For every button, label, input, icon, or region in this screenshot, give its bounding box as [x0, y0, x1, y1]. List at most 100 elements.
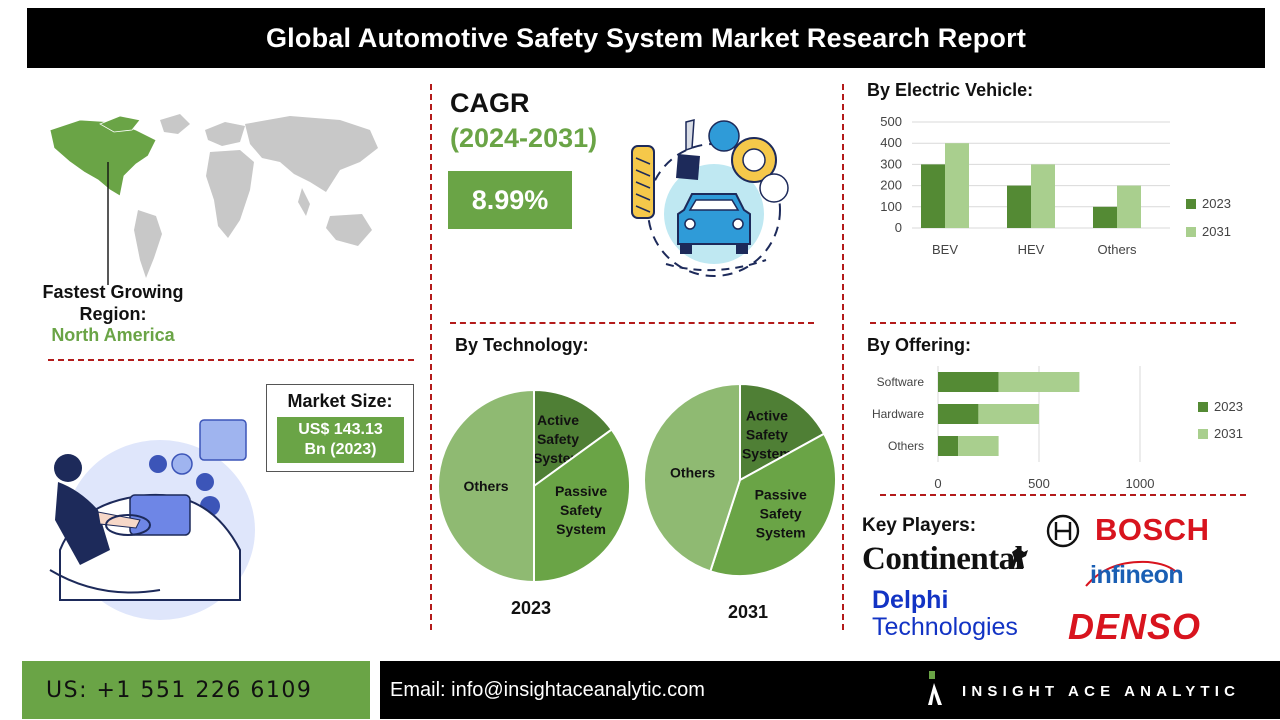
brand-name: INSIGHT ACE ANALYTIC — [962, 683, 1241, 700]
divider — [450, 322, 814, 324]
contact-email[interactable]: Email: info@insightaceanalytic.com — [390, 679, 705, 701]
pie-label: System — [756, 525, 806, 541]
legend-label: 2023 — [1202, 196, 1231, 211]
infineon-swoosh-icon — [1085, 560, 1177, 587]
pie-label: Safety — [560, 502, 602, 518]
infineon-logo: infineon — [1090, 561, 1184, 589]
footer-phone[interactable]: US: +1 551 226 6109 — [22, 661, 370, 719]
pie-2023-year: 2023 — [511, 598, 552, 618]
legend-swatch — [1198, 428, 1208, 439]
pie-label: Others — [670, 464, 715, 480]
legend-label: 2023 — [1214, 399, 1243, 414]
ev-section-title: By Electric Vehicle: — [867, 80, 1034, 100]
bar-2031 — [978, 404, 1039, 424]
bar-2031 — [1031, 164, 1055, 228]
technology-section-title: By Technology: — [455, 335, 589, 355]
offering-section-title: By Offering: — [867, 335, 972, 355]
pie-label: Safety — [537, 431, 579, 447]
legend-label: 2031 — [1214, 426, 1243, 441]
offering-legend-2031: 2031 — [1198, 426, 1243, 441]
world-map — [49, 114, 378, 285]
pie-label: Others — [463, 478, 508, 494]
key-players-title: Key Players: — [862, 515, 977, 536]
technology-pie-2031: ActiveSafetySystemPassiveSafetySystemOth… — [643, 382, 837, 577]
market-size-title: Market Size: — [287, 391, 393, 411]
x-tick-label: 500 — [1028, 476, 1050, 491]
x-tick-label: HEV — [1018, 242, 1045, 257]
bosch-logo: BOSCH — [1095, 512, 1210, 547]
pie-2031-year: 2031 — [728, 602, 769, 622]
pie-label: Active — [537, 412, 579, 428]
legend-label: 2031 — [1202, 224, 1231, 239]
y-tick-label: 100 — [880, 199, 902, 214]
cagr-years: (2024-2031) — [450, 123, 598, 153]
region-value: North America — [51, 325, 175, 345]
bar-2031 — [998, 372, 1080, 392]
safety-car-illustration — [631, 119, 789, 277]
bar-2023 — [938, 372, 999, 392]
market-size-card: Market Size: US$ 143.13 Bn (2023) — [266, 384, 414, 472]
y-tick-label: Software — [877, 375, 925, 389]
cagr-value: 8.99% — [448, 171, 572, 229]
legend-swatch — [1186, 226, 1196, 237]
x-tick-label: 0 — [934, 476, 941, 491]
bar-2023 — [921, 164, 945, 228]
y-tick-label: 400 — [880, 135, 902, 150]
pie-label: Active — [746, 408, 788, 424]
ev-legend-2023: 2023 — [1186, 196, 1231, 211]
bar-2031 — [1117, 185, 1141, 228]
bar-2031 — [958, 436, 999, 456]
pie-slice — [643, 382, 741, 573]
pie-label: System — [556, 521, 606, 537]
pie-slice — [437, 388, 535, 584]
offering-bar-chart: 0 500 1000 Software Hardware Others — [872, 366, 1155, 491]
bar-2023 — [938, 436, 959, 456]
y-tick-label: 200 — [880, 178, 902, 193]
pie-label: Safety — [746, 427, 788, 443]
bosch-emblem-icon — [1046, 514, 1080, 548]
bar-2023 — [1093, 206, 1117, 228]
footer-contact-bar: Email: info@insightaceanalytic.com INSIG… — [380, 661, 1280, 719]
pie-slice — [739, 382, 826, 482]
x-tick-label: Others — [1097, 242, 1137, 257]
title-bar: Global Automotive Safety System Market R… — [27, 8, 1265, 68]
technology-pie-2023: ActiveSafetySystemPassiveSafetySystemOth… — [437, 388, 631, 584]
y-tick-label: 0 — [895, 220, 902, 235]
offering-legend-2023: 2023 — [1198, 399, 1243, 414]
denso-logo: DENSO — [1068, 606, 1202, 647]
pie-slice — [709, 432, 837, 577]
x-tick-label: BEV — [932, 242, 958, 257]
x-tick-label: 1000 — [1126, 476, 1155, 491]
pie-label: Passive — [555, 483, 607, 499]
page-title: Global Automotive Safety System Market R… — [265, 22, 1027, 53]
driver-illustration — [49, 419, 255, 620]
cagr-title: CAGR — [450, 88, 530, 118]
legend-swatch — [1198, 401, 1208, 412]
divider — [430, 84, 432, 630]
continental-logo: Continental — [862, 541, 1024, 577]
legend-swatch — [1186, 198, 1196, 209]
bar-2023 — [1007, 185, 1031, 228]
market-size-value-line2: Bn (2023) — [304, 441, 377, 458]
divider — [48, 359, 414, 361]
market-size-value: US$ 143.13 Bn (2023) — [277, 417, 404, 463]
divider — [870, 322, 1236, 324]
phone-number[interactable]: US: +1 551 226 6109 — [46, 677, 313, 703]
pie-label: Safety — [760, 506, 802, 522]
bar-2023 — [938, 404, 979, 424]
pie-slice — [533, 428, 631, 584]
region-label: Fastest Growing Region: — [42, 282, 184, 324]
y-tick-label: 300 — [880, 156, 902, 171]
ev-legend-2031: 2031 — [1186, 224, 1231, 239]
delphi-logo-subtitle: Technologies — [872, 613, 1018, 641]
y-tick-label: Hardware — [872, 407, 924, 421]
y-tick-label: Others — [888, 439, 924, 453]
divider — [880, 494, 1246, 496]
ev-bar-chart: 0 100 200 300 400 500 BEV HEV Others — [880, 114, 1170, 257]
delphi-logo: Delphi — [872, 586, 949, 614]
y-tick-label: 500 — [880, 114, 902, 129]
insight-ace-logo-icon — [928, 671, 942, 705]
pie-label: Passive — [755, 487, 807, 503]
divider — [842, 84, 844, 630]
market-size-value-line1: US$ 143.13 — [298, 421, 383, 438]
